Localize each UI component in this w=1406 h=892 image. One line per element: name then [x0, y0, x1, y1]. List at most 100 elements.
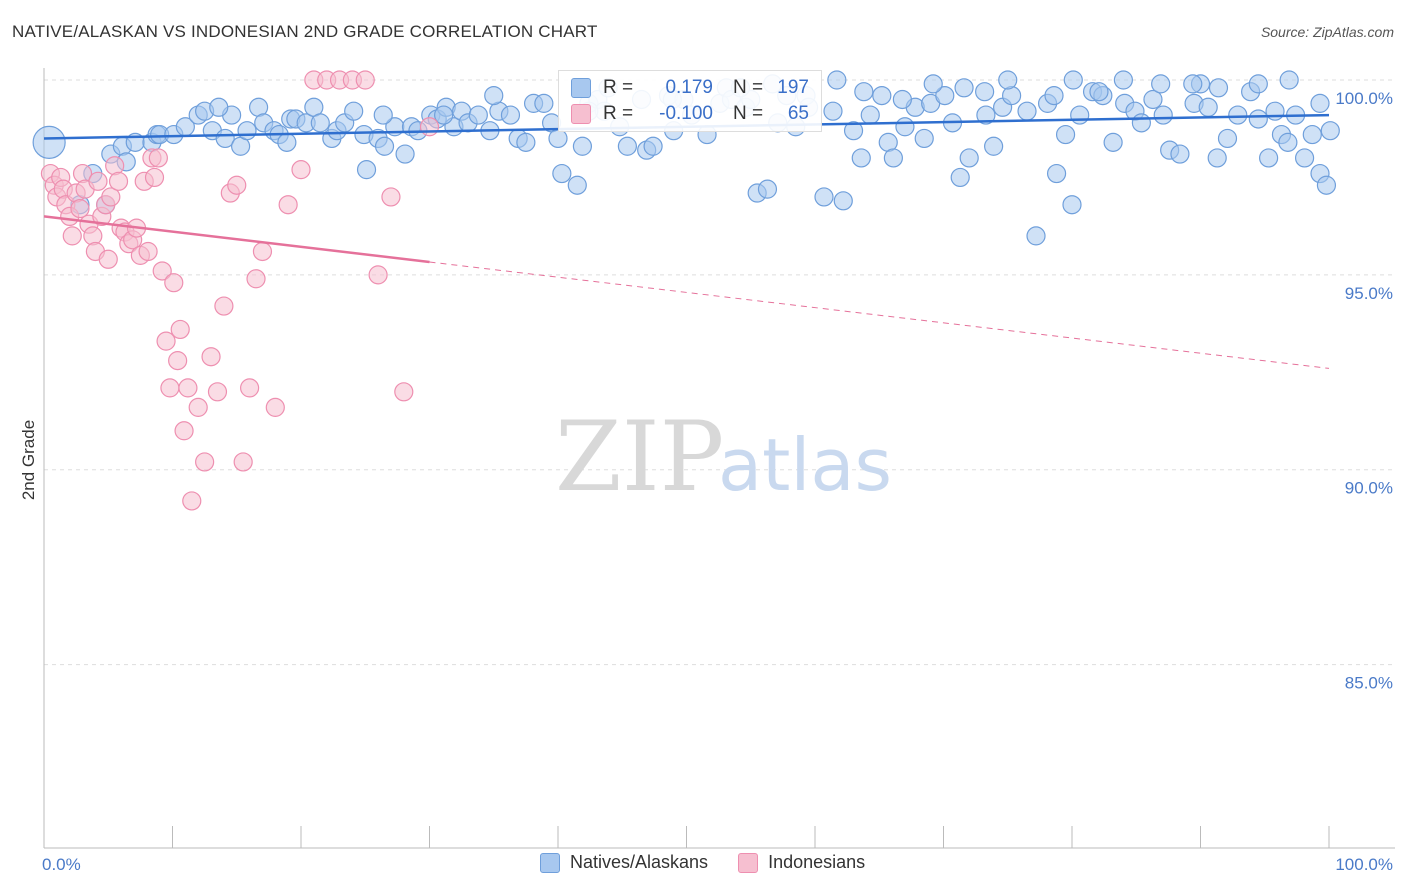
data-point-natives — [1279, 70, 1299, 90]
n-value: 197 — [777, 77, 809, 98]
data-point-natives — [1113, 70, 1134, 90]
r-label: R = — [603, 103, 634, 124]
trend-line-indonesians-dashed — [429, 261, 1330, 369]
data-point-natives — [1026, 226, 1046, 246]
data-point-indonesians — [381, 187, 401, 207]
data-point-indonesians — [62, 226, 82, 246]
data-point-indonesians — [214, 296, 234, 316]
data-point-natives — [572, 136, 593, 156]
data-point-natives — [237, 121, 257, 141]
data-point-natives — [468, 105, 488, 125]
data-point-natives — [1170, 144, 1190, 164]
data-point-natives — [1228, 105, 1248, 125]
data-point-indonesians — [152, 261, 172, 281]
data-point-indonesians — [138, 241, 158, 262]
data-point-natives — [1320, 121, 1340, 141]
data-point-natives — [827, 70, 847, 90]
data-point-natives — [1259, 148, 1279, 168]
series-legend: Natives/Alaskans Indonesians — [540, 852, 895, 873]
data-point-natives — [975, 82, 995, 102]
data-point-natives — [1265, 101, 1285, 121]
data-point-natives — [552, 163, 572, 184]
data-point-indonesians — [88, 171, 108, 191]
data-point-natives — [1153, 105, 1173, 125]
data-point-natives — [872, 85, 892, 106]
data-point-indonesians — [174, 421, 194, 441]
data-point-natives — [277, 132, 297, 152]
data-point-natives — [998, 70, 1018, 90]
legend-item-indonesians[interactable]: Indonesians — [738, 852, 865, 873]
data-point-natives — [895, 117, 915, 137]
r-label: R = — [603, 77, 634, 98]
data-point-indonesians — [101, 187, 121, 207]
data-point-natives — [843, 121, 864, 141]
data-point-natives — [757, 179, 778, 199]
data-point-indonesians — [207, 382, 228, 402]
data-point-indonesians — [233, 452, 253, 472]
watermark: ZIP atlas — [555, 401, 892, 513]
legend-label-indonesians: Indonesians — [768, 852, 866, 872]
data-point-natives — [484, 85, 504, 106]
n-label: N = — [733, 103, 764, 124]
data-point-natives — [567, 175, 587, 195]
data-point-natives — [1183, 74, 1203, 94]
data-point-natives — [1248, 109, 1268, 129]
axes — [43, 68, 1395, 849]
data-point-indonesians — [148, 148, 168, 168]
source-label: Source: ZipAtlas.com — [1260, 24, 1394, 40]
data-point-natives — [1143, 89, 1163, 110]
data-point-indonesians — [355, 70, 375, 90]
data-point-natives — [1103, 132, 1123, 152]
data-point-natives — [344, 101, 364, 121]
data-point-natives — [1208, 78, 1229, 98]
data-point-natives — [1044, 85, 1064, 106]
data-point-indonesians — [265, 397, 285, 417]
y-tick-label: 85.0% — [1345, 674, 1393, 693]
data-point-natives — [860, 105, 880, 125]
data-point-natives — [854, 82, 874, 102]
x-tick-label: 0.0% — [42, 855, 81, 874]
data-point-indonesians — [195, 452, 215, 472]
data-point-indonesians — [170, 319, 190, 340]
data-point-natives — [954, 78, 974, 98]
data-point-indonesians — [188, 397, 208, 417]
data-point-natives — [823, 101, 843, 121]
data-point-natives — [1062, 195, 1082, 215]
data-point-indonesians — [164, 273, 184, 293]
data-point-indonesians — [83, 226, 103, 246]
y-tick-label: 95.0% — [1345, 284, 1393, 303]
data-point-indonesians — [105, 156, 125, 176]
data-point-natives — [310, 113, 330, 133]
data-point-natives — [833, 191, 853, 211]
chart-title: NATIVE/ALASKAN VS INDONESIAN 2ND GRADE C… — [12, 22, 598, 41]
data-point-indonesians — [160, 378, 180, 398]
data-point-natives — [892, 89, 912, 110]
data-point-natives — [1294, 148, 1315, 168]
data-point-natives — [395, 144, 415, 164]
data-point-natives — [1151, 74, 1171, 94]
data-point-natives — [1063, 70, 1083, 90]
data-point-natives — [500, 105, 521, 125]
data-point-indonesians — [278, 195, 298, 215]
data-point-indonesians — [419, 117, 440, 137]
y-tick-label: 100.0% — [1335, 89, 1393, 108]
swatch-indonesians — [571, 104, 591, 124]
y-axis-label: 2nd Grade — [19, 420, 38, 500]
legend-item-natives[interactable]: Natives/Alaskans — [540, 852, 708, 873]
data-point-natives — [935, 85, 955, 106]
data-point-indonesians — [156, 331, 176, 351]
data-point-natives — [1310, 93, 1330, 113]
data-point-natives — [32, 125, 66, 159]
data-point-natives — [1017, 101, 1037, 121]
data-point-indonesians — [201, 347, 221, 367]
data-point-indonesians — [252, 241, 273, 262]
data-point-natives — [923, 74, 943, 94]
data-point-natives — [516, 132, 536, 152]
data-point-natives — [1055, 124, 1076, 145]
data-point-indonesians — [182, 491, 202, 511]
r-value: 0.179 — [665, 77, 713, 98]
data-point-natives — [548, 128, 568, 149]
watermark-atlas: atlas — [718, 423, 892, 507]
data-point-natives — [1198, 97, 1218, 117]
